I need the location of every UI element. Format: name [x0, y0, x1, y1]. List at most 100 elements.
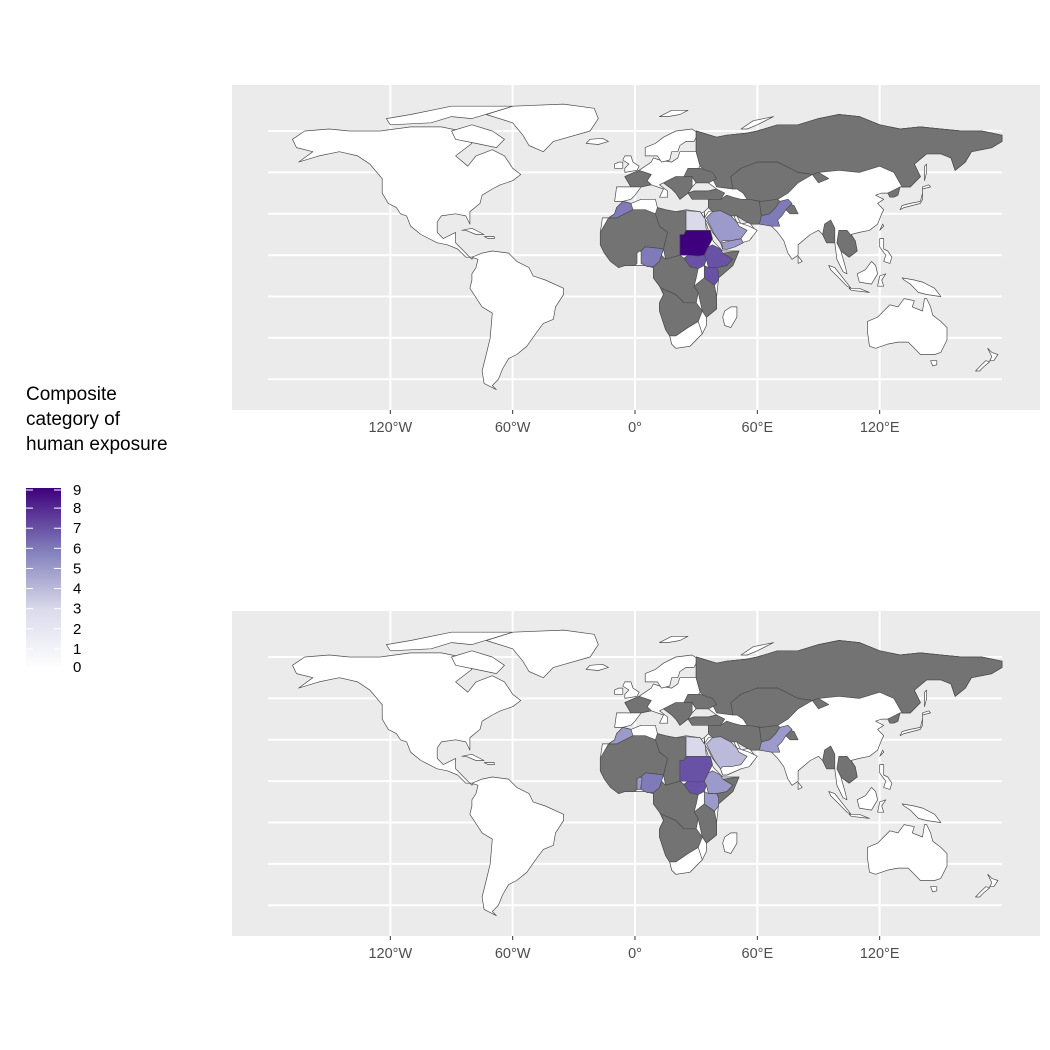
- land-cuba: [461, 227, 485, 235]
- land-sulawesi: [877, 799, 887, 813]
- country-morocco: [608, 727, 634, 745]
- country-saudi-arabia: [706, 736, 748, 770]
- land-japan: [899, 184, 931, 211]
- land-greenland: [485, 629, 599, 679]
- map-bottom: 120°W 60°W 0° 60°E 120°E: [232, 611, 1040, 962]
- exposure-regions: [608, 198, 793, 286]
- land-north-america: [292, 126, 522, 260]
- land-taiwan: [879, 223, 885, 231]
- x-axis-label: 60°W: [495, 420, 531, 436]
- country-ethiopia: [703, 770, 734, 794]
- land-nz-n: [987, 873, 999, 888]
- excluded-myanmar: [822, 745, 836, 770]
- land-novaya: [740, 642, 774, 656]
- country-nigeria: [640, 246, 664, 267]
- land-uk: [622, 155, 640, 173]
- excluded-balkans: [663, 176, 693, 200]
- legend-label: 0: [73, 659, 81, 676]
- excluded-sea: [836, 229, 858, 258]
- land-south-africa: [669, 847, 703, 875]
- land-taiwan: [879, 749, 885, 757]
- land-java: [848, 813, 870, 819]
- excluded-central-asia: [730, 687, 813, 728]
- excluded-ukraine: [683, 167, 717, 184]
- excluded-turkey-caucasus: [687, 188, 726, 200]
- legend: Composite category of human exposure 98 7…: [26, 384, 168, 676]
- land-tasmania: [930, 886, 938, 893]
- x-axis-label: 120°E: [860, 946, 900, 962]
- excluded-regions: [599, 640, 1003, 875]
- legend-title-line-2: category of: [26, 409, 121, 430]
- map-panels: 120°W 60°W 0° 60°E 120°E 120°W 60°W 0° 60°E 120°E: [232, 85, 1040, 962]
- excluded-nkorea: [887, 712, 901, 724]
- land-nz-s: [975, 360, 991, 372]
- excluded-central-asia: [730, 161, 813, 202]
- land-greenland: [485, 103, 599, 153]
- land-novaya: [740, 116, 774, 130]
- land-hispaniola: [483, 762, 495, 765]
- land-svalbard: [659, 635, 689, 643]
- country-kenya: [703, 791, 719, 812]
- land-hispaniola: [483, 236, 495, 239]
- country-saudi-arabia: [706, 210, 748, 244]
- excluded-sea: [836, 755, 858, 784]
- x-axis-label: 120°W: [368, 420, 412, 436]
- land-sri-lanka: [797, 781, 803, 790]
- excluded-turkey-caucasus: [687, 714, 726, 726]
- country-nigeria: [640, 772, 664, 793]
- legend-title-line-1: Composite: [26, 384, 117, 405]
- country-kenya: [703, 265, 719, 286]
- excluded-nkorea: [887, 186, 901, 198]
- land-australia: [867, 298, 948, 355]
- land-sumatra: [828, 265, 852, 289]
- country-south-sudan: [683, 254, 707, 269]
- land-sakhalin: [924, 689, 927, 708]
- land-philippines: [879, 764, 893, 790]
- land-iceland: [585, 663, 609, 671]
- excluded-mongolia-w: [812, 698, 830, 710]
- land-java: [848, 287, 870, 293]
- legend-label: 6: [73, 540, 81, 557]
- excluded-balkans: [663, 702, 693, 726]
- land-arctic-islands: [385, 631, 514, 652]
- land-ireland: [614, 161, 624, 169]
- land-north-america: [292, 652, 522, 786]
- legend-label: 3: [73, 601, 81, 618]
- land-sakhalin: [924, 163, 927, 182]
- country-pakistan: [759, 198, 793, 227]
- excluded-ukraine: [683, 693, 717, 710]
- land-arctic-islands: [385, 105, 514, 126]
- land-south-america: [469, 250, 564, 391]
- land-borneo: [856, 787, 878, 811]
- land-tasmania: [930, 360, 938, 367]
- land-cuba: [461, 753, 485, 761]
- land-philippines: [879, 238, 893, 264]
- land-south-africa: [669, 321, 703, 349]
- land-new-guinea: [901, 803, 942, 823]
- land-nz-s: [975, 886, 991, 898]
- x-axis: 120°W 60°W 0° 60°E 120°E: [368, 410, 900, 436]
- land-nz-n: [987, 347, 999, 362]
- map-top: 120°W 60°W 0° 60°E 120°E: [232, 85, 1040, 436]
- legend-label: 2: [73, 621, 81, 638]
- x-axis-label: 0°: [628, 420, 642, 436]
- x-axis-label: 0°: [628, 946, 642, 962]
- land-new-guinea: [901, 277, 942, 297]
- x-axis-label: 120°W: [368, 946, 412, 962]
- legend-label: 5: [73, 560, 81, 577]
- exposure-regions: [608, 724, 793, 812]
- land-baffin: [451, 650, 505, 674]
- excluded-france-area: [624, 169, 652, 188]
- legend-label: 7: [73, 520, 81, 537]
- land-sri-lanka: [797, 255, 803, 264]
- land-iceland: [585, 137, 609, 145]
- land-sumatra: [828, 791, 852, 815]
- legend-colorbar: [26, 488, 61, 669]
- x-axis-label: 60°W: [495, 946, 531, 962]
- excluded-southern-africa: [659, 813, 703, 863]
- land-australia: [867, 824, 948, 881]
- country-yemen: [721, 238, 744, 250]
- excluded-myanmar: [822, 219, 836, 244]
- excluded-mongolia-w: [812, 172, 830, 184]
